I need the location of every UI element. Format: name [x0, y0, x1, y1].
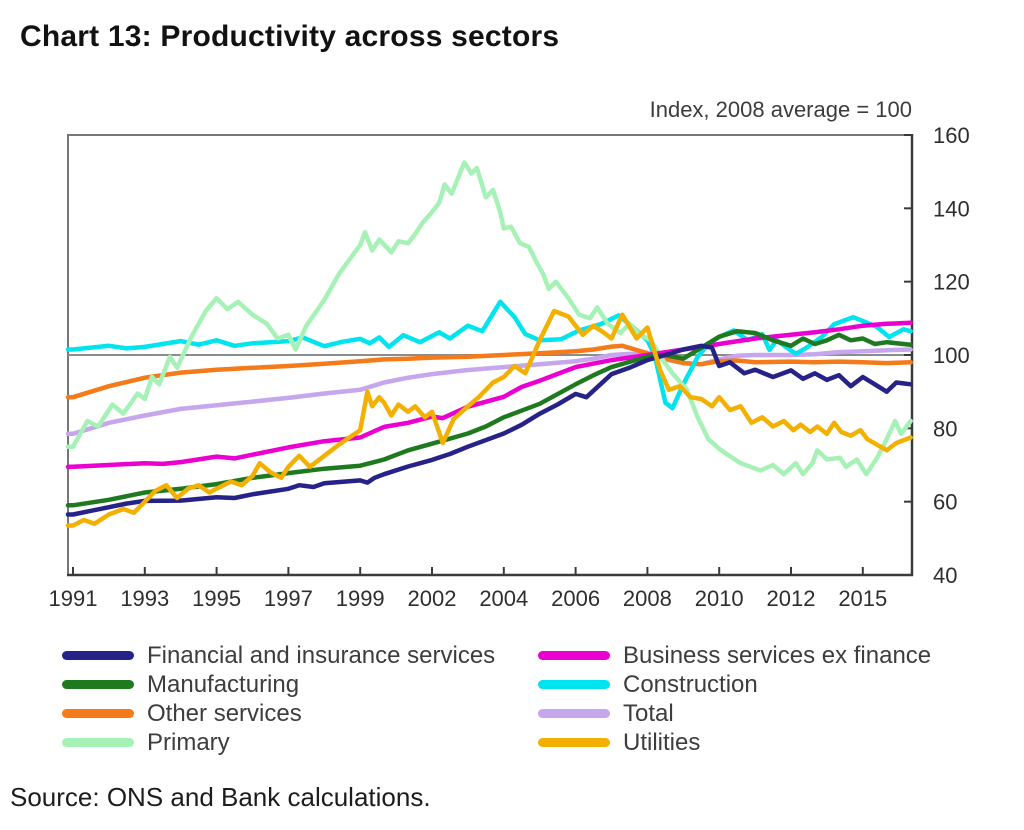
other_services-swatch: [62, 709, 134, 718]
y-tick-label: 80: [933, 416, 957, 441]
legend-item-other_services: Other services: [62, 699, 495, 728]
x-tick-label: 1993: [120, 586, 169, 611]
other_services-label: Other services: [147, 699, 302, 727]
x-tick-label: 2004: [479, 586, 528, 611]
y-tick-label: 60: [933, 490, 957, 515]
x-tick-label: 2002: [408, 586, 457, 611]
series-line-construction: [65, 299, 913, 411]
construction-label: Construction: [623, 670, 758, 698]
manufacturing-swatch: [62, 680, 134, 689]
chart-legend: Financial and insurance services Manufact…: [0, 641, 1024, 766]
x-tick-label: 1997: [264, 586, 313, 611]
business-label: Business services ex finance: [623, 641, 932, 669]
legend-item-primary: Primary: [62, 728, 495, 757]
axis-unit-note: Index, 2008 average = 100: [649, 97, 912, 122]
primary-swatch: [62, 738, 134, 747]
x-tick-label: 1995: [192, 586, 241, 611]
manufacturing-label: Manufacturing: [147, 670, 300, 698]
construction-swatch: [538, 680, 610, 689]
series-line-other_services: [65, 343, 913, 400]
x-tick-label: 2012: [767, 586, 816, 611]
utilities-swatch: [538, 738, 610, 747]
y-tick-label: 120: [933, 270, 970, 295]
legend-item-manufacturing: Manufacturing: [62, 670, 495, 699]
x-tick-label: 2015: [838, 586, 887, 611]
plot-frame: [67, 134, 912, 575]
legend-item-total: Total: [538, 699, 931, 728]
y-tick-label: 140: [933, 196, 970, 221]
legend-column-right: Business services ex finance Construction…: [538, 641, 931, 757]
x-tick-label: 2010: [695, 586, 744, 611]
legend-item-financial: Financial and insurance services: [62, 641, 495, 670]
primary-label: Primary: [147, 728, 230, 756]
utilities-label: Utilities: [623, 728, 701, 756]
total-label: Total: [623, 699, 674, 727]
x-tick-label: 1999: [336, 586, 385, 611]
legend-item-construction: Construction: [538, 670, 931, 699]
series-line-total: [65, 347, 913, 437]
legend-column-left: Financial and insurance services Manufact…: [62, 641, 495, 757]
financial-swatch: [62, 651, 134, 660]
x-tick-label: 1991: [49, 586, 98, 611]
legend-item-utilities: Utilities: [538, 728, 931, 757]
productivity-line-chart: 160 140 120 100 80 60 40 1991 1993 1995 1997 1999 20…: [49, 123, 970, 611]
financial-label: Financial and insurance services: [147, 641, 496, 669]
source-note: Source: ONS and Bank calculations.: [10, 782, 431, 812]
business-swatch: [538, 651, 610, 660]
series-line-financial: [65, 343, 913, 517]
chart-title: Chart 13: Productivity across sectors: [20, 20, 560, 53]
series-line-business: [65, 320, 913, 470]
y-tick-label: 40: [933, 563, 957, 588]
y-tick-label: 160: [933, 123, 970, 148]
x-tick-label: 2008: [623, 586, 672, 611]
series-line-manufacturing: [65, 328, 913, 508]
chart-canvas: 160 140 120 100 80 60 40 1991 1993 1995 1997 1999 20…: [49, 123, 970, 611]
series-line-primary: [65, 160, 913, 477]
y-tick-label: 100: [933, 343, 970, 368]
series-line-utilities: [65, 308, 913, 528]
x-tick-label: 2006: [551, 586, 600, 611]
legend-item-business: Business services ex finance: [538, 641, 931, 670]
total-swatch: [538, 709, 610, 718]
